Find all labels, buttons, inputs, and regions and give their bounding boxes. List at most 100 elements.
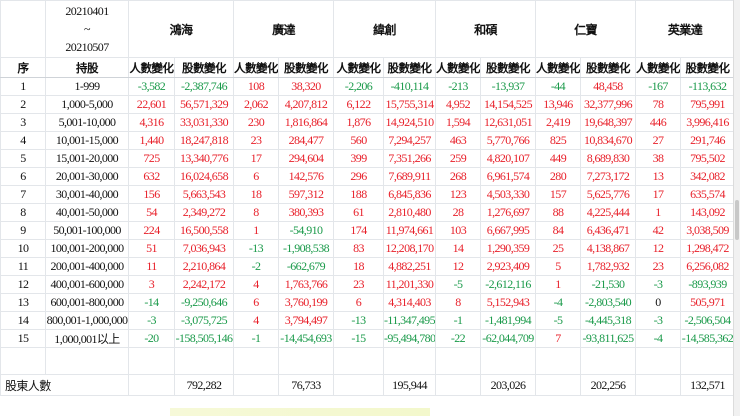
seq-cell[interactable]: 3 bbox=[0, 113, 46, 132]
company-header-inventec[interactable]: 英業達 bbox=[634, 0, 736, 58]
people-change-cell[interactable]: 449 bbox=[535, 149, 581, 168]
share-change-cell[interactable]: -93,811,625 bbox=[580, 329, 636, 348]
people-change-cell[interactable]: 4,316 bbox=[128, 113, 175, 132]
share-change-cell[interactable]: -2,506,504 bbox=[679, 311, 736, 330]
people-change-cell[interactable]: 78 bbox=[635, 95, 681, 114]
share-change-cell[interactable]: 380,393 bbox=[278, 203, 334, 222]
share-change-cell[interactable]: 7,689,911 bbox=[383, 167, 436, 186]
share-change-cell[interactable]: 12,631,051 bbox=[480, 113, 536, 132]
people-change-header[interactable]: 人數變化 bbox=[128, 57, 175, 78]
people-change-cell[interactable]: 463 bbox=[435, 131, 481, 150]
empty-cell[interactable] bbox=[278, 347, 334, 375]
seq-cell[interactable]: 1 bbox=[0, 77, 46, 96]
shareholder-count-value[interactable]: 202,256 bbox=[580, 374, 636, 396]
share-change-cell[interactable]: 1,276,697 bbox=[480, 203, 536, 222]
share-change-cell[interactable]: 1,290,359 bbox=[480, 239, 536, 258]
share-change-cell[interactable]: 7,273,172 bbox=[580, 167, 636, 186]
seq-cell[interactable]: 7 bbox=[0, 185, 46, 204]
people-change-cell[interactable]: -1 bbox=[435, 311, 481, 330]
share-change-cell[interactable]: 505,971 bbox=[679, 293, 736, 312]
people-change-cell[interactable]: 13 bbox=[635, 167, 681, 186]
empty-cell[interactable] bbox=[535, 347, 581, 375]
share-change-cell[interactable]: 3,794,497 bbox=[278, 311, 334, 330]
people-change-cell[interactable]: -2 bbox=[233, 257, 279, 276]
seq-cell[interactable]: 2 bbox=[0, 95, 46, 114]
share-change-cell[interactable]: -14,585,362 bbox=[679, 329, 736, 348]
shareholder-count-label[interactable]: 股東人數 bbox=[0, 374, 129, 396]
people-change-cell[interactable]: -22 bbox=[435, 329, 481, 348]
people-change-cell[interactable]: -5 bbox=[435, 275, 481, 294]
share-change-cell[interactable]: 4,207,812 bbox=[278, 95, 334, 114]
share-change-cell[interactable]: 38,320 bbox=[278, 77, 334, 96]
people-change-cell[interactable]: 11 bbox=[128, 257, 175, 276]
share-change-cell[interactable]: 294,604 bbox=[278, 149, 334, 168]
share-change-header[interactable]: 股數變化 bbox=[679, 57, 736, 78]
share-change-cell[interactable]: 6,845,836 bbox=[383, 185, 436, 204]
people-change-cell[interactable]: 399 bbox=[333, 149, 384, 168]
share-change-cell[interactable]: -95,494,780 bbox=[383, 329, 436, 348]
people-change-cell[interactable]: 123 bbox=[435, 185, 481, 204]
share-change-cell[interactable]: 13,340,776 bbox=[174, 149, 234, 168]
people-change-cell[interactable]: 14 bbox=[435, 239, 481, 258]
holding-header[interactable]: 持股 bbox=[45, 57, 129, 78]
holding-range-cell[interactable]: 600,001-800,000 bbox=[45, 293, 129, 312]
people-change-cell[interactable]: -20 bbox=[128, 329, 175, 348]
share-change-header[interactable]: 股數變化 bbox=[174, 57, 234, 78]
people-change-header[interactable]: 人數變化 bbox=[535, 57, 581, 78]
people-change-cell[interactable]: 1,594 bbox=[435, 113, 481, 132]
people-change-header[interactable]: 人數變化 bbox=[635, 57, 681, 78]
share-change-header[interactable]: 股數變化 bbox=[278, 57, 334, 78]
people-change-cell[interactable]: 446 bbox=[635, 113, 681, 132]
people-change-cell[interactable]: 5 bbox=[535, 257, 581, 276]
people-change-cell[interactable]: 38 bbox=[635, 149, 681, 168]
people-change-cell[interactable]: 18 bbox=[233, 185, 279, 204]
share-change-cell[interactable]: 14,154,525 bbox=[480, 95, 536, 114]
holding-range-cell[interactable]: 5,001-10,000 bbox=[45, 113, 129, 132]
share-change-cell[interactable]: 4,225,444 bbox=[580, 203, 636, 222]
people-change-cell[interactable]: 725 bbox=[128, 149, 175, 168]
people-change-cell[interactable]: 103 bbox=[435, 221, 481, 240]
empty-cell[interactable] bbox=[233, 374, 279, 396]
vertical-scrollbar[interactable] bbox=[733, 0, 740, 416]
empty-cell[interactable] bbox=[580, 347, 636, 375]
empty-cell[interactable] bbox=[480, 347, 536, 375]
seq-cell[interactable]: 6 bbox=[0, 167, 46, 186]
people-change-cell[interactable]: 12 bbox=[635, 239, 681, 258]
share-change-cell[interactable]: -14,454,693 bbox=[278, 329, 334, 348]
people-change-cell[interactable]: -13 bbox=[233, 239, 279, 258]
people-change-cell[interactable]: 17 bbox=[635, 185, 681, 204]
share-change-cell[interactable]: -158,505,146 bbox=[174, 329, 234, 348]
people-change-cell[interactable]: 157 bbox=[535, 185, 581, 204]
share-change-cell[interactable]: -1,481,994 bbox=[480, 311, 536, 330]
company-header-wistron[interactable]: 緯創 bbox=[333, 0, 436, 58]
people-change-cell[interactable]: 224 bbox=[128, 221, 175, 240]
people-change-cell[interactable]: 174 bbox=[333, 221, 384, 240]
people-change-cell[interactable]: 268 bbox=[435, 167, 481, 186]
share-change-cell[interactable]: 5,663,543 bbox=[174, 185, 234, 204]
share-change-cell[interactable]: 597,312 bbox=[278, 185, 334, 204]
share-change-cell[interactable]: 4,882,251 bbox=[383, 257, 436, 276]
people-change-cell[interactable]: 1,440 bbox=[128, 131, 175, 150]
share-change-cell[interactable]: 3,038,509 bbox=[679, 221, 736, 240]
company-header-quanta[interactable]: 廣達 bbox=[233, 0, 334, 58]
holding-range-cell[interactable]: 40,001-50,000 bbox=[45, 203, 129, 222]
people-change-cell[interactable]: -167 bbox=[635, 77, 681, 96]
people-change-cell[interactable]: 23 bbox=[333, 275, 384, 294]
share-change-cell[interactable]: 15,755,314 bbox=[383, 95, 436, 114]
people-change-cell[interactable]: -14 bbox=[128, 293, 175, 312]
people-change-cell[interactable]: 18 bbox=[333, 257, 384, 276]
share-change-cell[interactable]: 5,770,766 bbox=[480, 131, 536, 150]
people-change-cell[interactable]: -3,582 bbox=[128, 77, 175, 96]
shareholder-count-value[interactable]: 203,026 bbox=[480, 374, 536, 396]
people-change-cell[interactable]: 632 bbox=[128, 167, 175, 186]
share-change-cell[interactable]: -2,612,116 bbox=[480, 275, 536, 294]
people-change-cell[interactable]: 12 bbox=[435, 257, 481, 276]
people-change-cell[interactable]: 4 bbox=[233, 311, 279, 330]
people-change-cell[interactable]: 296 bbox=[333, 167, 384, 186]
share-change-cell[interactable]: 4,138,867 bbox=[580, 239, 636, 258]
share-change-cell[interactable]: -1,908,538 bbox=[278, 239, 334, 258]
holding-range-cell[interactable]: 10,001-15,000 bbox=[45, 131, 129, 150]
share-change-cell[interactable]: 6,436,471 bbox=[580, 221, 636, 240]
share-change-cell[interactable]: 291,746 bbox=[679, 131, 736, 150]
empty-cell[interactable] bbox=[383, 347, 436, 375]
